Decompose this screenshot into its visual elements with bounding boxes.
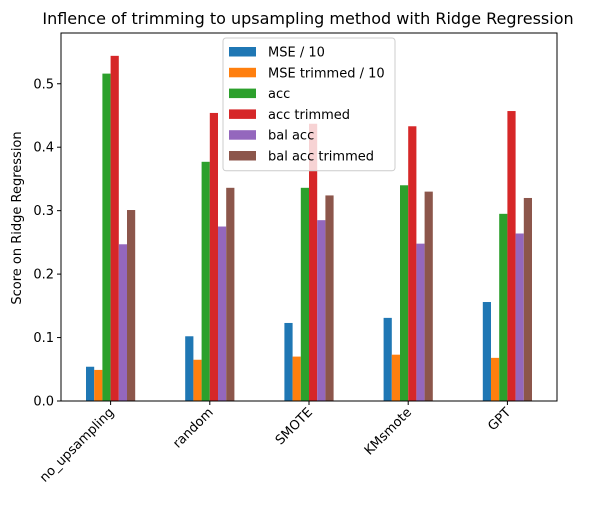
y-tick-label: 0.2 [33,268,54,283]
y-tick-label: 0.3 [33,204,54,219]
bar-mse-10-random [185,336,194,401]
y-tick-label: 0.1 [33,331,54,346]
bar-bal-acc-trimmed-no_upsampling [127,210,136,401]
legend-swatch [229,67,256,78]
bar-mse-trimmed-10-random [193,359,202,401]
legend-label: bal acc [268,129,314,144]
y-tick-label: 0.0 [33,395,54,410]
bar-mse-10-gpt [482,302,491,401]
y-axis-label: Score on Ridge Regression [10,131,25,304]
legend-label: acc trimmed [268,108,350,123]
legend-swatch [229,109,256,119]
legend-swatch [229,151,256,161]
bar-bal-acc-random [218,226,227,401]
legend-box [222,37,396,172]
bar-bal-acc-kmsmote [416,243,425,401]
x-tick-label: random [170,405,216,451]
y-tick-label: 0.5 [33,77,54,92]
bar-acc-trimmed-kmsmote [408,126,417,402]
bar-mse-10-smote [284,322,293,401]
bar-acc-no_upsampling [102,73,111,402]
bar-mse-trimmed-10-no_upsampling [94,369,103,401]
legend-swatch [229,88,256,99]
bar-bal-acc-trimmed-smote [325,195,334,401]
bar-bal-acc-trimmed-kmsmote [424,191,433,401]
x-tick-label: SMOTE [273,405,316,448]
legend-label: bal acc trimmed [268,150,374,165]
y-tick-label: 0.4 [33,141,54,156]
legend-label: MSE trimmed / 10 [268,66,385,81]
legend-label: acc [268,87,290,102]
bar-acc-trimmed-smote [309,123,318,401]
bar-mse-10-no_upsampling [86,366,95,401]
bar-bal-acc-trimmed-gpt [523,197,532,401]
legend-swatch [229,130,256,140]
bar-acc-trimmed-gpt [507,111,516,401]
legend-swatch [229,47,256,57]
bar-bal-acc-no_upsampling [118,244,127,401]
bars-layer [86,55,532,402]
bar-acc-gpt [499,213,508,401]
bar-bal-acc-smote [317,220,326,401]
bar-mse-10-kmsmote [383,317,392,401]
bar-mse-trimmed-10-gpt [491,357,500,401]
x-tick-label: KMsmote [362,405,415,458]
bar-bal-acc-trimmed-random [226,187,235,401]
bar-mse-trimmed-10-kmsmote [391,354,400,401]
bar-bal-acc-gpt [515,233,524,401]
bar-mse-trimmed-10-smote [292,356,301,401]
bar-acc-random [201,161,210,401]
bar-acc-trimmed-no_upsampling [110,55,119,402]
x-tick-label: no_upsampling [37,405,117,485]
bar-acc-smote [300,187,309,401]
bar-acc-trimmed-random [209,112,218,401]
legend: MSE / 10 MSE trimmed / 10 acc acc trimmed ba… [222,37,396,172]
bar-acc-kmsmote [400,185,409,401]
chart-title: Inflence of trimming to upsampling metho… [42,9,573,28]
x-tick-label: GPT [485,405,514,434]
legend-label: MSE / 10 [268,46,325,61]
